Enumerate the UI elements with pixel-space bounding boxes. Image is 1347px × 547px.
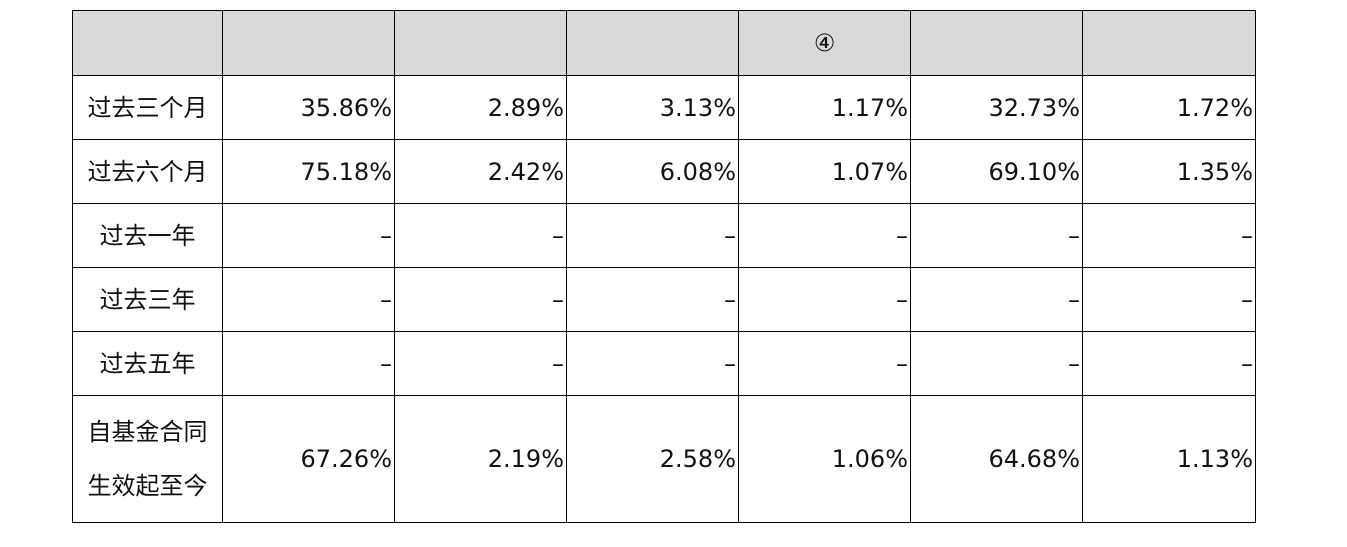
value-cell: 3.13% (566, 75, 739, 140)
value-cell: 1.35% (1082, 139, 1256, 204)
row-label: 过去一年 (72, 203, 223, 268)
value-cell: 6.08% (566, 139, 739, 204)
value-cell: – (1082, 267, 1256, 332)
header-cell (566, 10, 739, 76)
header-cell (1082, 10, 1256, 76)
value-cell: – (566, 203, 739, 268)
row-label: 过去三个月 (72, 75, 223, 140)
value-cell: – (910, 267, 1083, 332)
value-cell: 64.68% (910, 395, 1083, 523)
value-cell: 2.19% (394, 395, 567, 523)
header-row: ④ (72, 10, 1256, 76)
value-cell: 1.17% (738, 75, 911, 140)
performance-table: ④ 过去三个月 35.86% 2.89% 3.13% 1.17% 32.73% 1.72% 过… (72, 10, 1256, 523)
header-cell (72, 10, 223, 76)
value-cell: – (222, 331, 395, 396)
value-cell: 32.73% (910, 75, 1083, 140)
value-cell: 1.72% (1082, 75, 1256, 140)
value-cell: – (566, 267, 739, 332)
table-row: 过去三年 – – – – – – (72, 267, 1256, 332)
value-cell: 35.86% (222, 75, 395, 140)
value-cell: – (222, 203, 395, 268)
value-cell: – (1082, 203, 1256, 268)
value-cell: 69.10% (910, 139, 1083, 204)
table-body: ④ 过去三个月 35.86% 2.89% 3.13% 1.17% 32.73% 1.72% 过… (72, 10, 1256, 523)
table-row: 过去五年 – – – – – – (72, 331, 1256, 396)
value-cell: – (910, 331, 1083, 396)
value-cell: 67.26% (222, 395, 395, 523)
value-cell: 2.89% (394, 75, 567, 140)
row-label: 自基金合同生效起至今 (72, 395, 223, 523)
value-cell: – (910, 203, 1083, 268)
value-cell: – (394, 203, 567, 268)
table-row: 自基金合同生效起至今 67.26% 2.19% 2.58% 1.06% 64.68% 1.1… (72, 395, 1256, 523)
header-cell (222, 10, 395, 76)
row-label: 过去三年 (72, 267, 223, 332)
header-cell (394, 10, 567, 76)
value-cell: 2.58% (566, 395, 739, 523)
table-row: 过去一年 – – – – – – (72, 203, 1256, 268)
value-cell: – (394, 331, 567, 396)
value-cell: – (738, 267, 911, 332)
value-cell: 1.07% (738, 139, 911, 204)
row-label: 过去六个月 (72, 139, 223, 204)
value-cell: – (222, 267, 395, 332)
value-cell: 1.13% (1082, 395, 1256, 523)
header-cell (910, 10, 1083, 76)
value-cell: – (566, 331, 739, 396)
value-cell: 2.42% (394, 139, 567, 204)
table-row: 过去六个月 75.18% 2.42% 6.08% 1.07% 69.10% 1.35% (72, 139, 1256, 204)
header-note: ④ (738, 10, 911, 76)
value-cell: 1.06% (738, 395, 911, 523)
table-row: 过去三个月 35.86% 2.89% 3.13% 1.17% 32.73% 1.72% (72, 75, 1256, 140)
value-cell: – (738, 203, 911, 268)
value-cell: 75.18% (222, 139, 395, 204)
value-cell: – (394, 267, 567, 332)
value-cell: – (738, 331, 911, 396)
row-label: 过去五年 (72, 331, 223, 396)
value-cell: – (1082, 331, 1256, 396)
